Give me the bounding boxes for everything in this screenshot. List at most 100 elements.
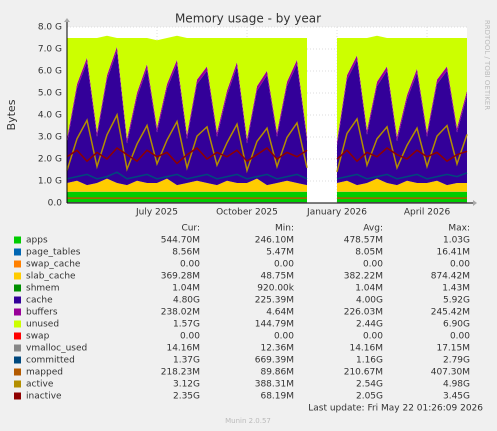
area (337, 178, 467, 192)
y-tick-label: 1.0 G (38, 177, 62, 187)
x-axis-arrow (473, 200, 477, 206)
area (67, 178, 307, 192)
y-tick-label: 0.0 (48, 199, 63, 209)
x-tick-label: October 2025 (216, 208, 278, 218)
legend-label: active (26, 380, 54, 390)
legend-stat: 6.90G (443, 320, 470, 330)
legend-swatch (14, 356, 21, 364)
legend-stat: 1.57G (173, 320, 200, 330)
legend-stat: 2.05G (356, 392, 383, 402)
x-tick-label: April 2026 (404, 208, 451, 218)
legend-stat: 14.16M (349, 344, 383, 354)
legend-label: committed (26, 356, 75, 366)
legend-stat: 226.03M (344, 308, 383, 318)
legend-label: inactive (26, 392, 62, 402)
legend-label: mapped (26, 368, 63, 378)
legend-swatch (14, 272, 21, 280)
legend-stat: 17.15M (436, 344, 470, 354)
legend-swatch (14, 284, 21, 292)
legend-label: page_tables (26, 248, 81, 258)
area (337, 55, 467, 146)
area (337, 35, 467, 142)
legend-stat: 1.16G (356, 356, 383, 366)
legend-stat: 5.47M (266, 248, 294, 258)
legend-label: cache (26, 296, 53, 306)
legend-stat: 218.23M (161, 368, 200, 378)
line (66, 171, 308, 180)
legend-stat: 0.00 (180, 260, 200, 270)
legend-stat: 388.31M (255, 380, 294, 390)
y-tick-label: 2.0 G (38, 155, 62, 165)
legend-stat: 1.04M (355, 284, 383, 294)
legend-stat: 0.00 (363, 332, 383, 342)
legend-swatch (14, 248, 21, 256)
legend-stat: 8.05M (355, 248, 383, 258)
legend-stat: 407.30M (431, 368, 470, 378)
legend-swatch (14, 296, 21, 304)
legend-label: vmalloc_used (26, 344, 87, 354)
line (336, 172, 468, 180)
y-tick-label: 7.0 G (38, 45, 62, 55)
legend-swatch (14, 380, 21, 388)
legend-stat: 2.44G (356, 320, 383, 330)
legend-stat: 1.03G (443, 236, 470, 246)
legend-stat: 478.57M (344, 236, 383, 246)
legend-stat: 1.37G (173, 356, 200, 366)
legend-stat: 8.56M (172, 248, 200, 258)
legend-label: unused (26, 320, 59, 330)
line (336, 147, 468, 163)
legend-stat: 0.00 (274, 260, 294, 270)
legend-stat: 920.00k (257, 284, 294, 294)
legend-stat: 1.43M (442, 284, 470, 294)
legend-stat: 2.35G (173, 392, 200, 402)
legend-swatch (14, 236, 21, 244)
legend-label: swap (26, 332, 50, 342)
legend-swatch (14, 344, 21, 352)
legend-stat: 2.54G (356, 380, 383, 390)
legend-stat: 4.64M (266, 308, 294, 318)
x-tick-label: January 2026 (306, 208, 367, 218)
line (66, 147, 308, 165)
side-text: RRDTOOL / TOBI OETIKER (483, 20, 491, 110)
legend-stat: 669.39M (255, 356, 294, 366)
footer: Last update: Fri May 22 01:26:09 2026 (308, 404, 483, 414)
legend-stat: 16.41M (436, 248, 470, 258)
legend-stat: 874.42M (431, 272, 470, 282)
legend-label: shmem (26, 284, 59, 294)
legend-stat: 2.79G (443, 356, 470, 366)
legend-stat: 0.00 (180, 332, 200, 342)
legend-swatch (14, 260, 21, 268)
legend-stat: 382.22M (344, 272, 383, 282)
legend-column-header: Min: (275, 224, 294, 234)
legend-swatch (14, 332, 21, 340)
x-tick-label: July 2025 (135, 208, 178, 218)
legend-stat: 1.04M (172, 284, 200, 294)
y-axis-arrow (64, 18, 70, 22)
legend-stat: 14.16M (166, 344, 200, 354)
legend-swatch (14, 308, 21, 316)
legend-stat: 0.00 (450, 260, 470, 270)
legend-stat: 144.79M (255, 320, 294, 330)
legend-column-header: Cur: (181, 224, 200, 234)
legend-stat: 89.86M (260, 368, 294, 378)
y-tick-label: 8.0 G (38, 23, 62, 33)
legend-stat: 3.12G (173, 380, 200, 390)
legend-stat: 5.92G (443, 296, 470, 306)
legend-stat: 4.80G (173, 296, 200, 306)
y-axis-label: Bytes (5, 99, 18, 130)
legend-stat: 4.98G (443, 380, 470, 390)
legend-stat: 48.75M (260, 272, 294, 282)
legend-stat: 0.00 (450, 332, 470, 342)
legend-stat: 246.10M (255, 236, 294, 246)
legend-stat: 4.00G (356, 296, 383, 306)
area (67, 35, 307, 139)
legend-column-header: Max: (448, 224, 470, 234)
legend-column-header: Avg: (363, 224, 383, 234)
legend-label: apps (26, 236, 48, 246)
legend-label: slab_cache (26, 272, 76, 282)
legend-label: buffers (26, 308, 58, 318)
legend-stat: 12.36M (260, 344, 294, 354)
legend-stat: 369.28M (161, 272, 200, 282)
legend-stat: 225.39M (255, 296, 294, 306)
